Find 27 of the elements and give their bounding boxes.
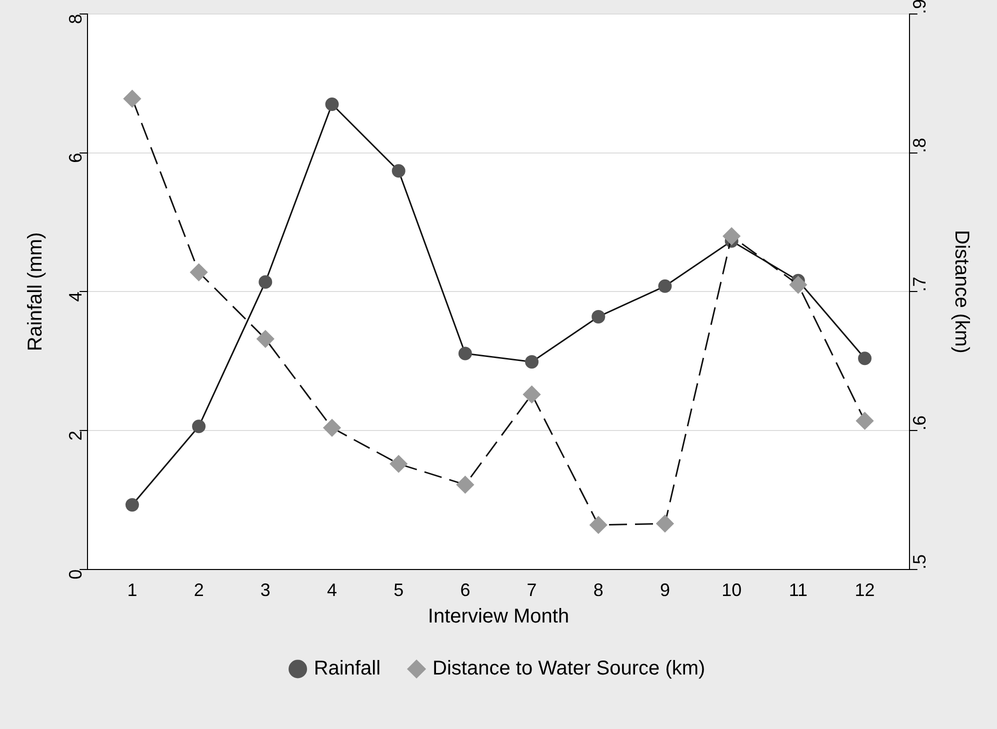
y2-tick-label: .5: [909, 554, 930, 570]
y2-tick-label: .9: [909, 0, 930, 14]
x-tick-label: 12: [854, 580, 875, 600]
y-axis-title: Rainfall (mm): [24, 232, 47, 352]
x-tick-label: 8: [593, 580, 604, 600]
y-tick-label: 8: [66, 14, 86, 24]
x-tick-label: 1: [127, 580, 138, 600]
x-tick-label: 9: [660, 580, 670, 600]
y-tick-label: 6: [66, 152, 86, 163]
legend-label: Distance to Water Source (km): [432, 658, 706, 680]
x-tick-label: 7: [526, 580, 537, 600]
y-tick-label: 0: [66, 569, 86, 580]
y-tick-label: 2: [66, 430, 86, 441]
y2-tick-label: .8: [909, 138, 930, 153]
legend-label: Rainfall: [314, 658, 381, 680]
y2-tick-label: .6: [909, 416, 930, 431]
x-tick-label: 10: [722, 580, 742, 600]
y2-axis-title: Distance (km): [950, 230, 972, 354]
x-tick-label: 2: [194, 580, 204, 600]
y2-tick-label: .7: [909, 276, 930, 292]
x-tick-label: 3: [260, 580, 270, 600]
x-tick-label: 6: [460, 580, 470, 600]
x-tick-label: 4: [327, 580, 338, 600]
y-tick-label: 4: [66, 292, 86, 302]
x-tick-label: 11: [788, 580, 808, 600]
x-tick-label: 5: [394, 580, 404, 600]
x-axis-title: Interview Month: [428, 606, 570, 628]
